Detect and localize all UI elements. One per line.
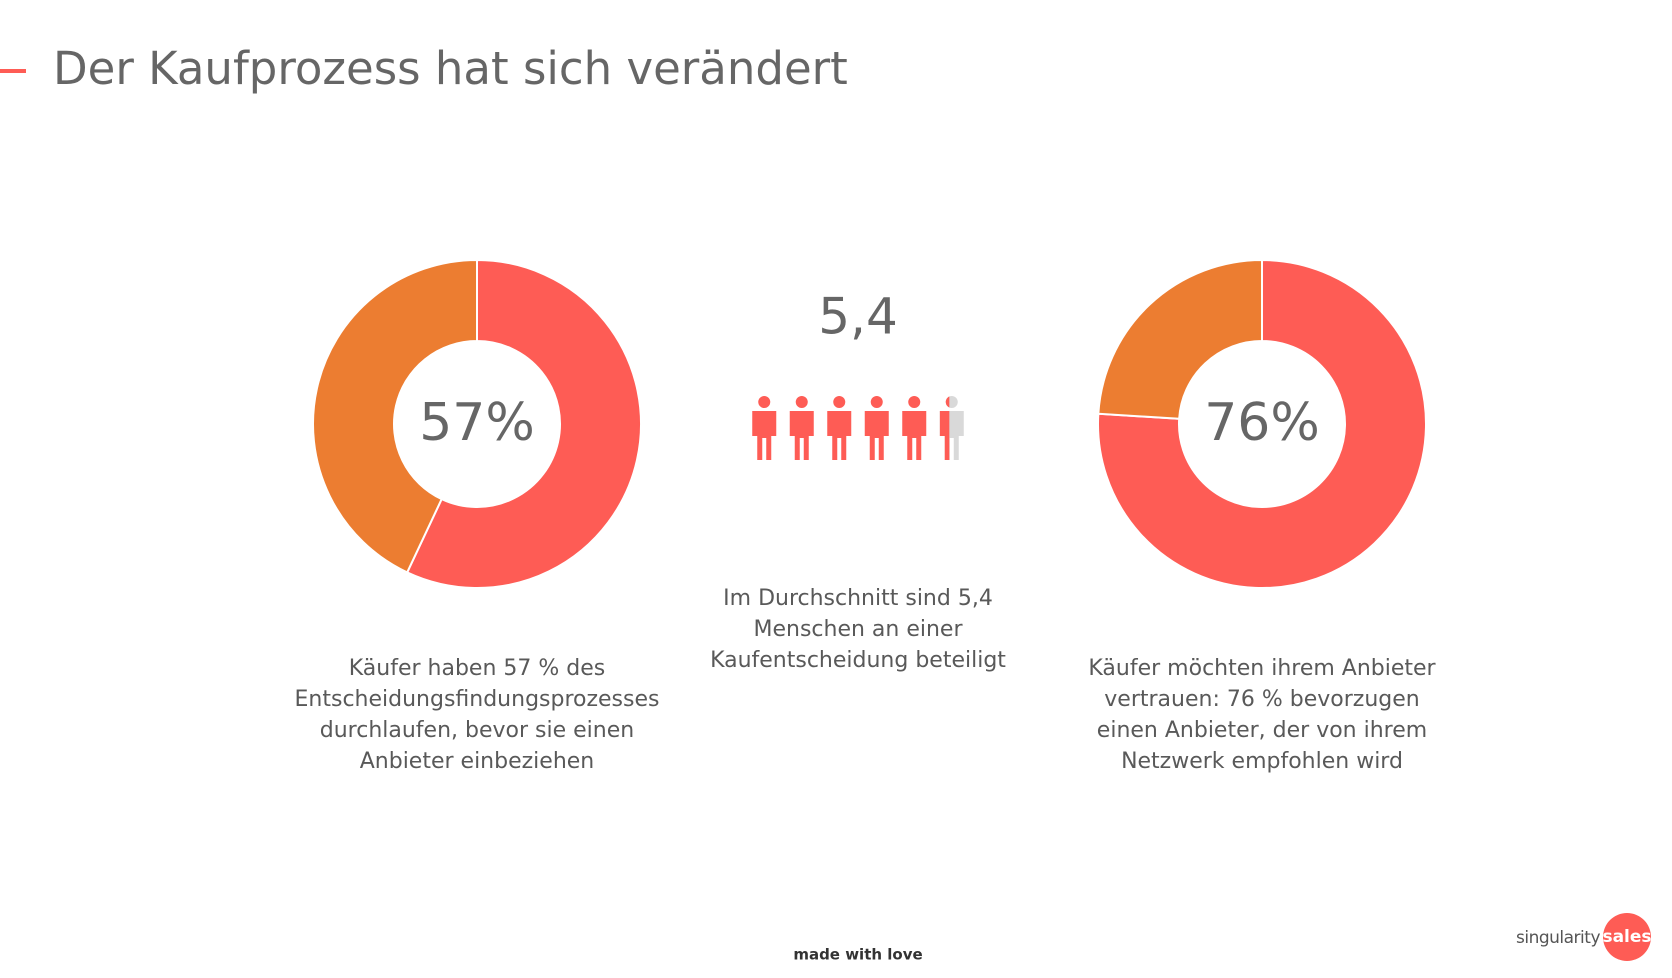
person-icon [827, 396, 852, 460]
person-fill [939, 396, 950, 460]
person-icon [752, 396, 777, 460]
title-accent [0, 69, 26, 73]
caption-line: Entscheidungsfindungsprozesses [295, 687, 660, 712]
person-fill [752, 396, 777, 460]
person-fill [789, 396, 814, 460]
caption-line: vertrauen: 76 % bevorzugen [1104, 687, 1419, 712]
caption-line: Netzwerk empfohlen wird [1121, 749, 1403, 774]
person-fill [902, 396, 927, 460]
center-label: 76% [1204, 393, 1320, 453]
footer: made with love [793, 946, 922, 964]
caption-line: Kaufentscheidung beteiligt [710, 648, 1006, 673]
person-icon [902, 396, 927, 460]
center-label: 57% [419, 393, 535, 453]
caption-line: Im Durchschnitt sind 5,4 [723, 586, 993, 611]
donut-segment [312, 258, 478, 574]
caption-line: einen Anbieter, der von ihrem [1097, 718, 1427, 743]
person-fill [827, 396, 852, 460]
person-icon [789, 396, 814, 460]
caption-line: Käufer haben 57 % des [349, 656, 606, 681]
donut-segment [1097, 258, 1263, 420]
big-number: 5,4 [818, 288, 898, 346]
caption-line: Anbieter einbeziehen [360, 749, 595, 774]
logo-left: singularity [1516, 928, 1600, 948]
logo-right: sales [1602, 927, 1651, 947]
logo-circle [1603, 913, 1651, 961]
caption-line: Käufer möchten ihrem Anbieter [1088, 656, 1436, 681]
person-icon [939, 396, 964, 460]
caption-line: Menschen an einer [753, 617, 963, 642]
donut-segment [405, 258, 642, 589]
slide-title: Der Kaufprozess hat sich verändert [53, 42, 848, 95]
person-icon [864, 396, 889, 460]
person-fill [864, 396, 889, 460]
donut-segment [1096, 258, 1427, 589]
caption-line: durchlaufen, bevor sie einen [320, 718, 634, 743]
